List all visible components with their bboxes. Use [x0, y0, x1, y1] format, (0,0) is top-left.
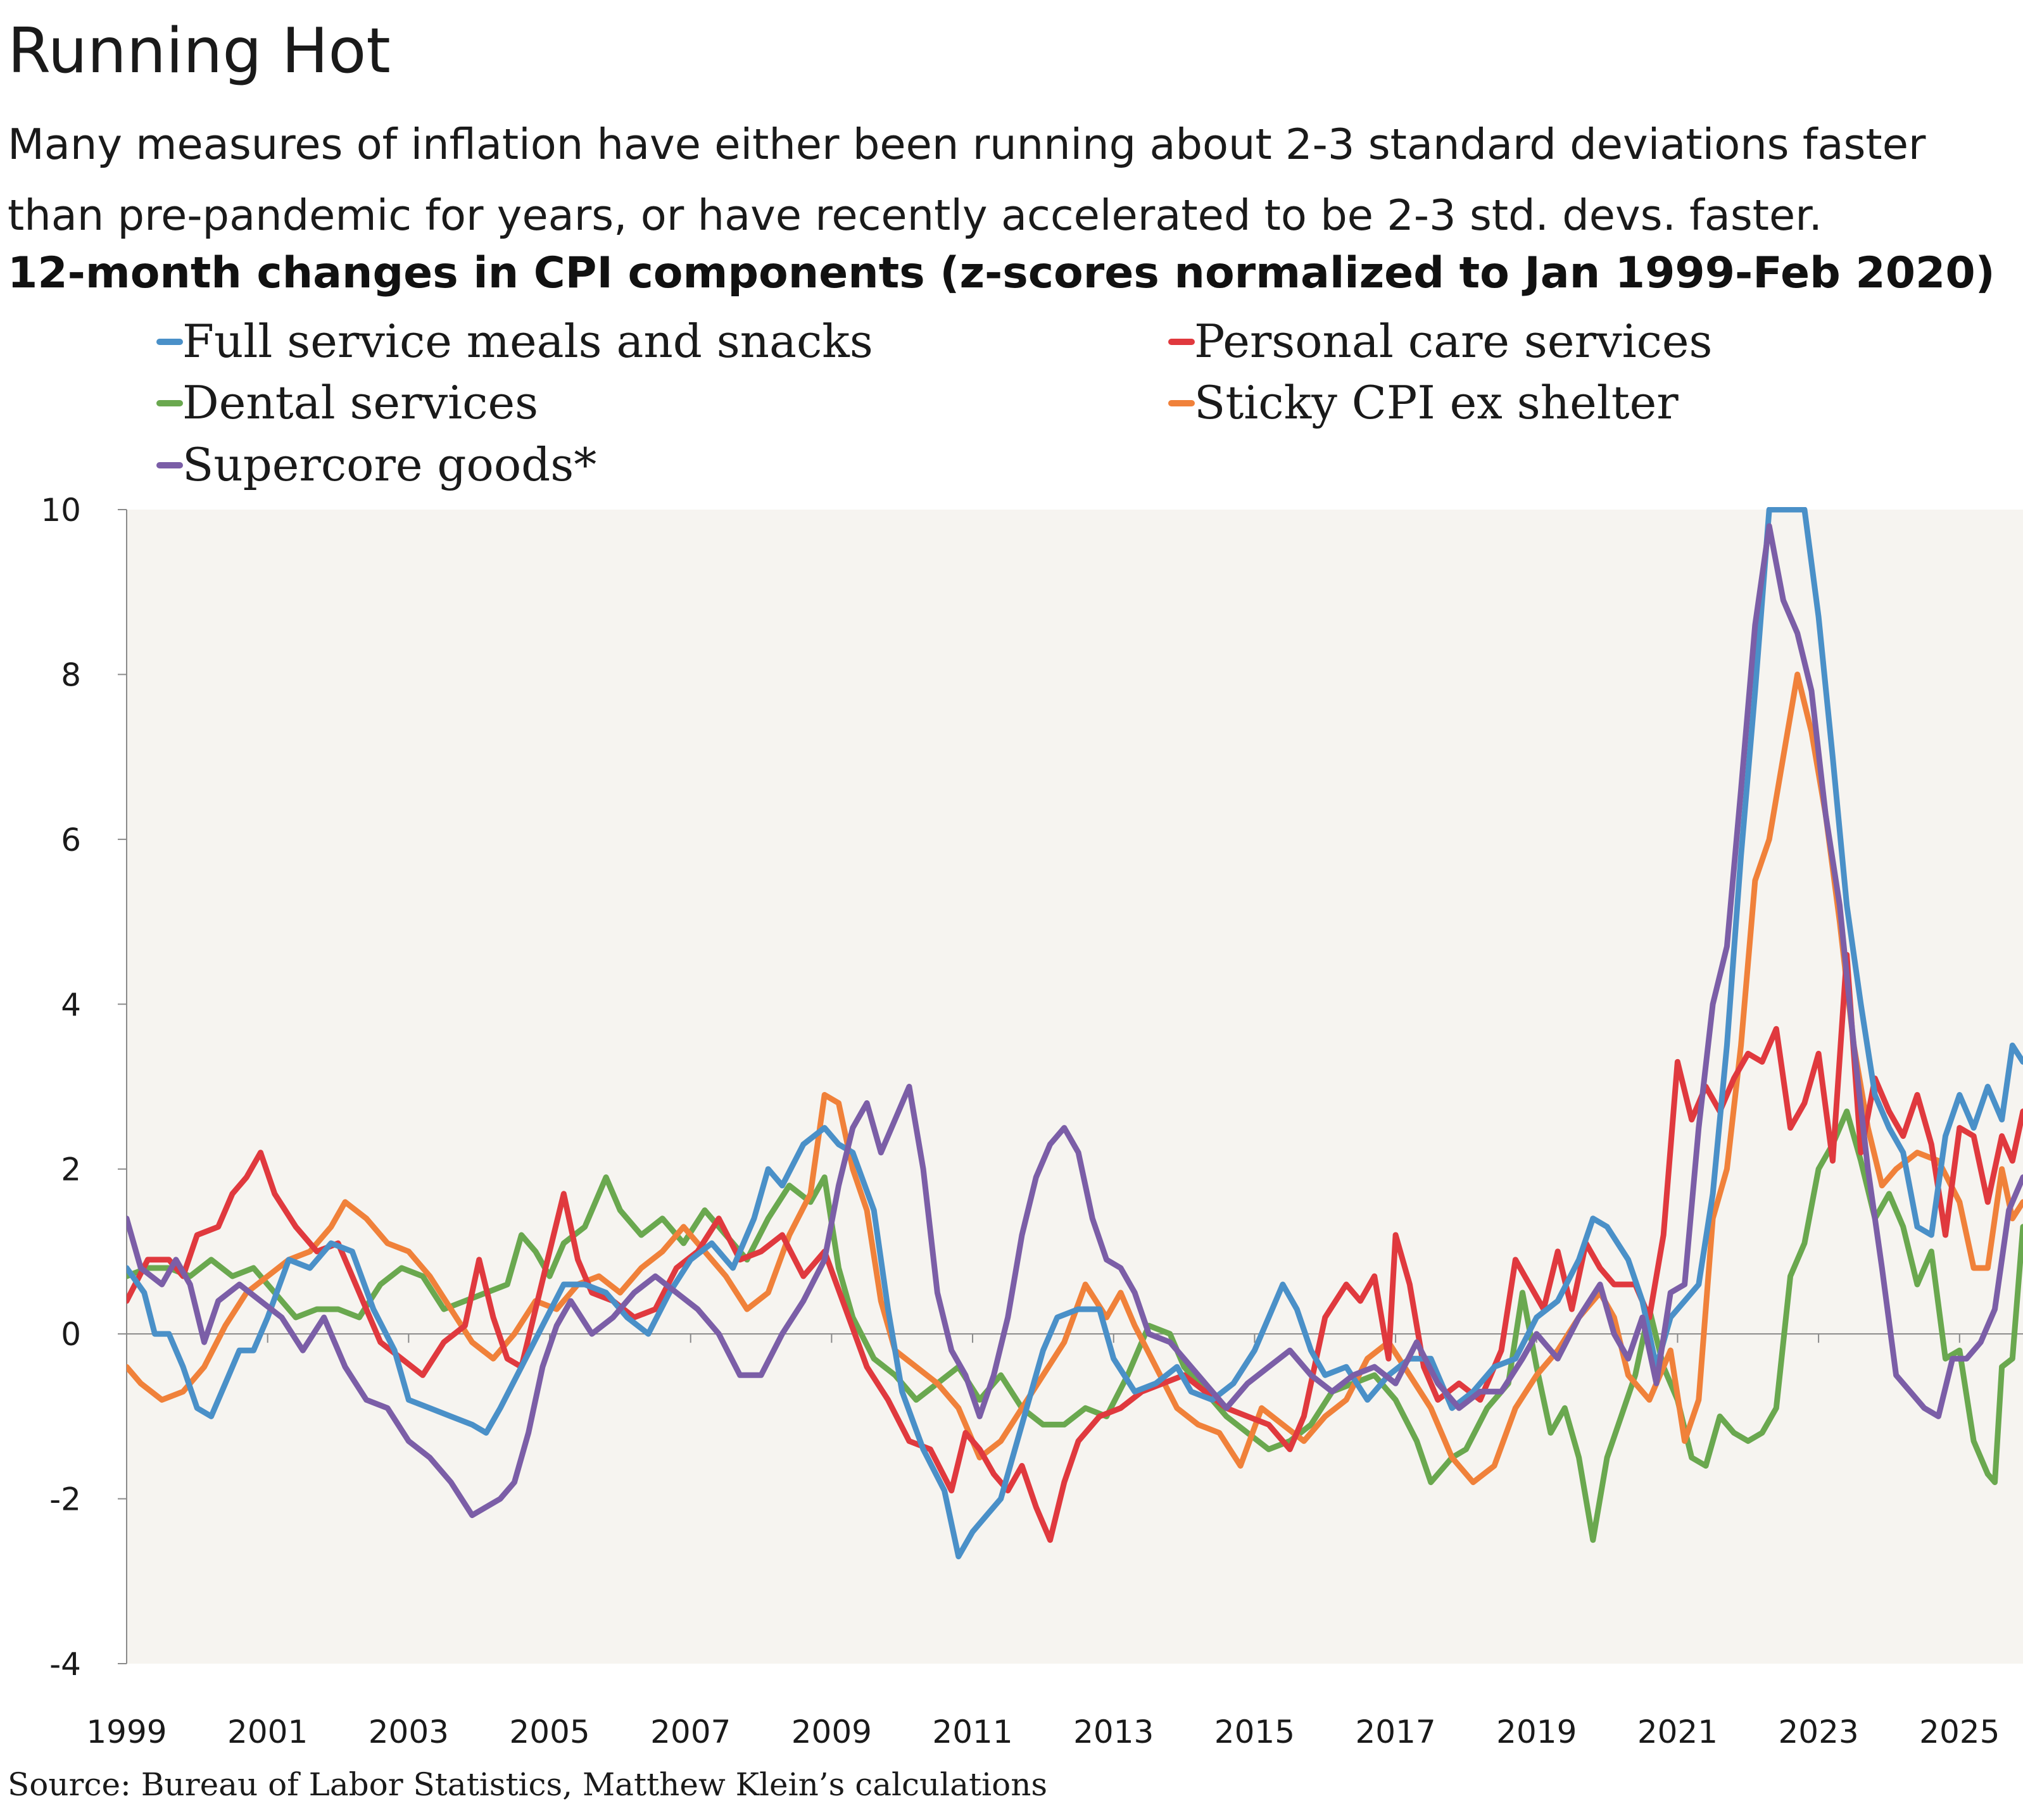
- legend-label: Dental services: [182, 376, 538, 429]
- x-tick-label: 2001: [227, 1714, 308, 1750]
- y-tick-label: 4: [61, 986, 81, 1023]
- legend-label: Personal care services: [1194, 315, 1712, 368]
- x-tick-label: 2025: [1919, 1714, 2000, 1750]
- x-tick-label: 2005: [509, 1714, 589, 1750]
- x-tick-label: 2009: [791, 1714, 872, 1750]
- legend-item-personal-care-services: Personal care services: [1168, 315, 1712, 368]
- y-tick-label: 2: [61, 1152, 81, 1188]
- series-line-supercore-goods: [127, 523, 2023, 1519]
- y-tick-label: -2: [49, 1481, 81, 1518]
- x-tick-label: 2011: [932, 1714, 1012, 1750]
- series-line-full-service-meals-and-snacks: [127, 507, 2023, 1560]
- y-tick-label: 8: [61, 656, 81, 693]
- series-line-dental-services: [127, 1108, 2023, 1543]
- source-note: Source: Bureau of Labor Statistics, Matt…: [8, 1766, 1048, 1803]
- page-subtitle: Many measures of inflation have either b…: [8, 120, 1926, 240]
- x-tick-label: 2013: [1073, 1714, 1154, 1750]
- y-tick-label: 10: [41, 492, 81, 529]
- x-tick-label: 1999: [86, 1714, 167, 1750]
- series-line-sticky-cpi-ex-shelter: [127, 671, 2023, 1485]
- chart-title: 12-month changes in CPI components (z-sc…: [8, 248, 1995, 298]
- x-tick-label: 2015: [1214, 1714, 1295, 1750]
- y-tick-label: 6: [61, 822, 81, 858]
- x-tick-label: 2021: [1637, 1714, 1718, 1750]
- x-tick-label: 2019: [1496, 1714, 1577, 1750]
- chart-legend: Full service meals and snacks Personal ca…: [156, 315, 1712, 491]
- legend-item-dental-services: Dental services: [156, 376, 538, 429]
- x-tick-label: 2003: [369, 1714, 449, 1750]
- x-tick-label: 2017: [1355, 1714, 1435, 1750]
- legend-label: Supercore goods*: [182, 438, 596, 491]
- y-tick-label: -4: [49, 1646, 81, 1683]
- page-title: Running Hot: [8, 15, 391, 87]
- legend-label: Full service meals and snacks: [182, 315, 873, 368]
- legend-label: Sticky CPI ex shelter: [1194, 376, 1679, 429]
- legend-item-supercore-goods: Supercore goods*: [156, 438, 596, 491]
- x-tick-label: 2007: [650, 1714, 731, 1750]
- y-tick-label: 0: [61, 1316, 81, 1353]
- legend-item-sticky-cpi-ex-shelter: Sticky CPI ex shelter: [1168, 376, 1679, 429]
- x-tick-label: 2023: [1778, 1714, 1858, 1750]
- legend-item-full-service-meals-and-snacks: Full service meals and snacks: [156, 315, 873, 368]
- series-lines: [127, 507, 2023, 1560]
